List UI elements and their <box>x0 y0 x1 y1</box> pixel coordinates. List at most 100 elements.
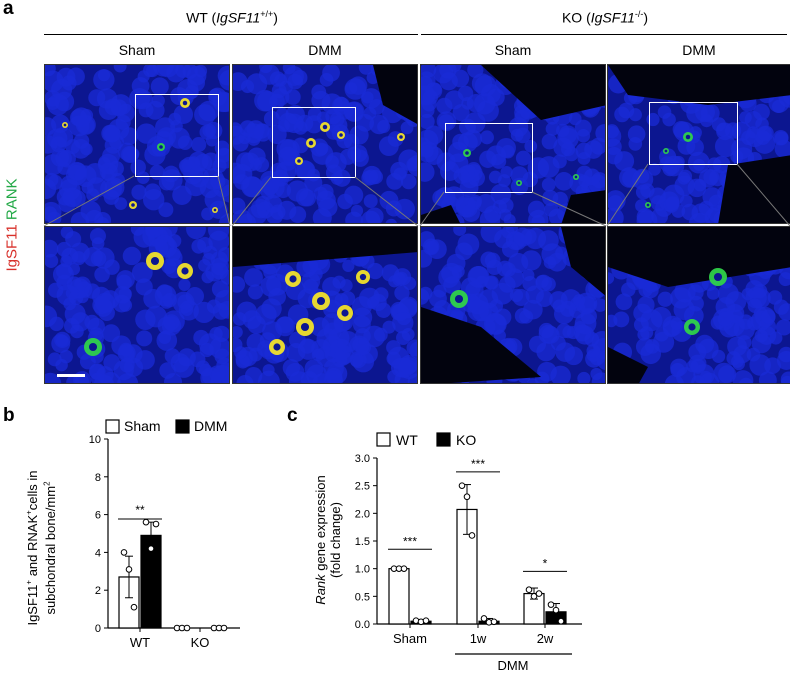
legend-swatch <box>105 419 120 434</box>
cell-nucleus <box>289 275 297 283</box>
nucleus <box>467 299 490 322</box>
nucleus <box>670 358 688 377</box>
nucleus <box>64 303 86 325</box>
zoom-inset-box <box>135 94 219 177</box>
cell-nucleus <box>646 203 650 207</box>
nucleus <box>714 135 737 158</box>
y-tick-label: 2.0 <box>355 508 370 520</box>
panel-b-letter: b <box>3 405 15 426</box>
legend-swatch <box>376 432 391 447</box>
x-tick-label: KO <box>191 635 210 650</box>
nucleus <box>102 324 121 343</box>
nucleus <box>199 342 214 358</box>
nucleus <box>233 325 243 339</box>
nucleus <box>52 264 74 285</box>
nucleus <box>121 145 139 163</box>
nucleus <box>358 65 374 75</box>
nucleus <box>702 187 722 207</box>
nucleus <box>593 298 605 312</box>
nucleus <box>263 110 280 127</box>
data-point <box>468 532 476 539</box>
cell-nucleus <box>688 323 696 331</box>
nucleus <box>751 333 772 354</box>
nucleus <box>45 206 58 221</box>
nucleus <box>317 184 334 200</box>
nucleus <box>202 252 215 266</box>
nucleus <box>113 286 132 304</box>
cell-nucleus <box>339 133 343 137</box>
nucleus <box>739 111 752 124</box>
micrograph-wt-dmm-zoom <box>232 226 418 384</box>
nucleus <box>608 272 615 285</box>
cell-nucleus <box>322 124 328 130</box>
nucleus <box>691 375 706 383</box>
cell-nucleus <box>574 175 578 179</box>
data-point <box>480 615 488 622</box>
nucleus <box>526 378 539 383</box>
nucleus <box>670 317 683 330</box>
nucleus <box>79 353 96 370</box>
nucleus <box>500 165 513 179</box>
data-point <box>422 617 430 624</box>
ko-group-line <box>421 34 787 35</box>
nucleus <box>535 274 553 292</box>
nucleus <box>545 121 560 136</box>
nucleus <box>150 77 169 96</box>
nucleus <box>170 353 190 373</box>
nucleus <box>741 130 757 146</box>
nucleus <box>45 239 59 258</box>
nucleus <box>69 109 88 127</box>
x-tick-label: WT <box>130 635 150 650</box>
nucleus <box>50 148 70 167</box>
nucleus <box>307 168 320 182</box>
nucleus <box>554 171 574 191</box>
legend-label: WT <box>396 432 418 448</box>
background-void <box>421 205 460 223</box>
significance-label: *** <box>471 457 485 471</box>
nucleus <box>381 264 400 282</box>
nucleus <box>168 127 190 149</box>
data-point <box>557 617 565 625</box>
nucleus <box>113 65 127 73</box>
significance-label: ** <box>135 503 145 517</box>
nucleus <box>70 212 90 223</box>
nucleus <box>96 366 114 383</box>
nucleus <box>244 268 263 287</box>
data-point <box>525 586 533 593</box>
legend-label: DMM <box>194 418 227 434</box>
nucleus <box>170 119 183 133</box>
nucleus <box>62 187 83 208</box>
nucleus <box>358 287 380 309</box>
nucleus <box>524 139 538 153</box>
nucleus <box>193 329 209 346</box>
nucleus <box>498 276 516 293</box>
nucleus <box>80 142 93 156</box>
nucleus <box>493 329 506 342</box>
nucleus <box>753 103 770 121</box>
ko-group-label: KO (IgSF11-/-) <box>561 9 649 26</box>
cell-nucleus <box>713 272 723 282</box>
cell-nucleus <box>359 273 367 281</box>
nucleus <box>117 373 139 383</box>
nucleus <box>628 108 642 122</box>
nucleus <box>260 170 280 191</box>
nucleus <box>421 144 434 158</box>
nucleus <box>136 330 153 347</box>
nucleus <box>664 374 684 383</box>
nucleus <box>695 334 715 354</box>
nucleus <box>349 125 369 145</box>
nucleus <box>484 205 502 223</box>
nucleus <box>576 129 591 143</box>
nucleus <box>345 211 363 223</box>
nucleus <box>233 337 243 353</box>
nucleus <box>184 85 199 99</box>
nucleus <box>135 278 153 296</box>
data-point <box>152 520 160 528</box>
nucleus <box>541 177 556 192</box>
nucleus <box>119 342 133 357</box>
nucleus <box>233 276 246 293</box>
nucleus <box>45 305 58 328</box>
nucleus <box>45 253 59 268</box>
nucleus <box>97 69 111 82</box>
